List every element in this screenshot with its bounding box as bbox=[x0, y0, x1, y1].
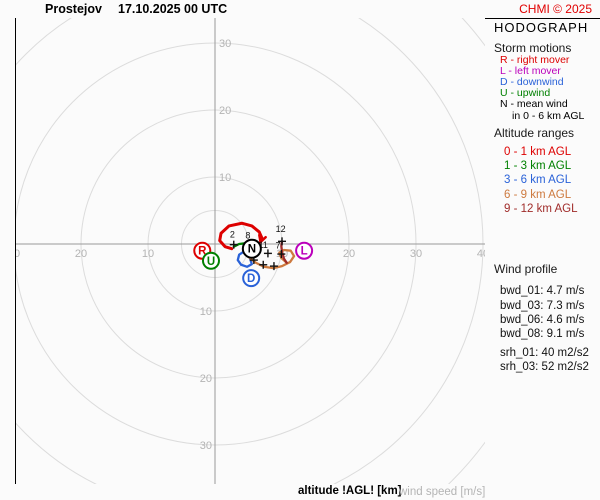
storm-marker-D bbox=[242, 269, 261, 288]
bwd-01-value: bwd_01: 4.7 m/s bbox=[500, 285, 585, 297]
trace-arrowhead bbox=[259, 235, 267, 244]
storm-marker-letter-L: L bbox=[301, 246, 308, 258]
storm-marker-L bbox=[295, 241, 314, 260]
altitude-km-label: 8 bbox=[245, 231, 250, 241]
altitude-km-label: 11 bbox=[259, 240, 268, 250]
axis-tick-label: 10 bbox=[219, 172, 231, 184]
srh-03-value: srh_03: 52 m2/s2 bbox=[500, 361, 589, 373]
side-panel: HODOGRAPH Storm motions R - right mover … bbox=[490, 0, 600, 500]
panel-title: HODOGRAPH bbox=[494, 20, 589, 35]
bwd-06-value: bwd_06: 4.6 m/s bbox=[500, 314, 585, 326]
wind-profile-heading: Wind profile bbox=[494, 262, 558, 276]
legend-left-mover: L - left mover bbox=[500, 65, 561, 77]
altitude-km-label: 2 bbox=[230, 229, 235, 239]
altitude-ranges-heading: Altitude ranges bbox=[494, 126, 575, 140]
altitude-range-0-1: 0 - 1 km AGL bbox=[504, 146, 572, 158]
altitude-km-label: 12 bbox=[276, 224, 286, 234]
axis-tick-label: 20 bbox=[75, 248, 87, 260]
legend-mean-wind: N - mean wind bbox=[500, 98, 568, 110]
axis-tick-label: 10 bbox=[200, 306, 212, 318]
storm-marker-U bbox=[201, 251, 220, 270]
legend-downwind: D - downwind bbox=[500, 76, 564, 88]
storm-marker-N bbox=[241, 238, 262, 259]
altitude-axis-caption: altitude !AGL! [km] bbox=[298, 485, 402, 497]
copyright-notice: CHMI © 2025 bbox=[519, 2, 592, 16]
axis-tick-label: 20 bbox=[219, 105, 231, 117]
altitude-range-3-6: 3 - 6 km AGL bbox=[504, 174, 572, 186]
station-name: Prostejov bbox=[45, 2, 102, 16]
legend-upwind: U - upwind bbox=[500, 87, 551, 99]
storm-marker-letter-R: R bbox=[198, 246, 207, 258]
axis-tick-label: 30 bbox=[219, 38, 231, 50]
storm-marker-letter-N: N bbox=[248, 244, 256, 256]
altitude-km-label: 7 bbox=[275, 241, 280, 251]
axis-tick-label: 20 bbox=[200, 373, 212, 385]
axis-tick-label: 20 bbox=[343, 248, 355, 260]
altitude-range-9-12: 9 - 12 km AGL bbox=[504, 203, 578, 215]
axis-tick-label: 40 bbox=[477, 248, 485, 260]
srh-01-value: srh_01: 40 m2/s2 bbox=[500, 347, 589, 359]
axis-tick-label: 30 bbox=[16, 248, 20, 260]
storm-marker-letter-D: D bbox=[247, 273, 255, 285]
speed-axis-caption: wind speed [m/s] bbox=[399, 486, 486, 498]
hodograph-plot: 101010102020202030303030404040402811712R… bbox=[15, 18, 485, 484]
storm-motions-heading: Storm motions bbox=[494, 41, 572, 55]
observation-datetime: 17.10.2025 00 UTC bbox=[118, 2, 228, 16]
bwd-08-value: bwd_08: 9.1 m/s bbox=[500, 328, 585, 340]
legend-mean-wind-sub: in 0 - 6 km AGL bbox=[512, 110, 585, 122]
axis-tick-label: 30 bbox=[200, 440, 212, 452]
altitude-range-1-3: 1 - 3 km AGL bbox=[504, 160, 572, 172]
axis-tick-label: 30 bbox=[410, 248, 422, 260]
altitude-range-6-9: 6 - 9 km AGL bbox=[504, 189, 572, 201]
hodograph-canvas: 101010102020202030303030404040402811712R… bbox=[16, 18, 485, 484]
legend-right-mover: R - right mover bbox=[500, 54, 570, 66]
axis-tick-label: 10 bbox=[142, 248, 154, 260]
storm-marker-letter-U: U bbox=[207, 256, 215, 268]
bwd-03-value: bwd_03: 7.3 m/s bbox=[500, 300, 585, 312]
